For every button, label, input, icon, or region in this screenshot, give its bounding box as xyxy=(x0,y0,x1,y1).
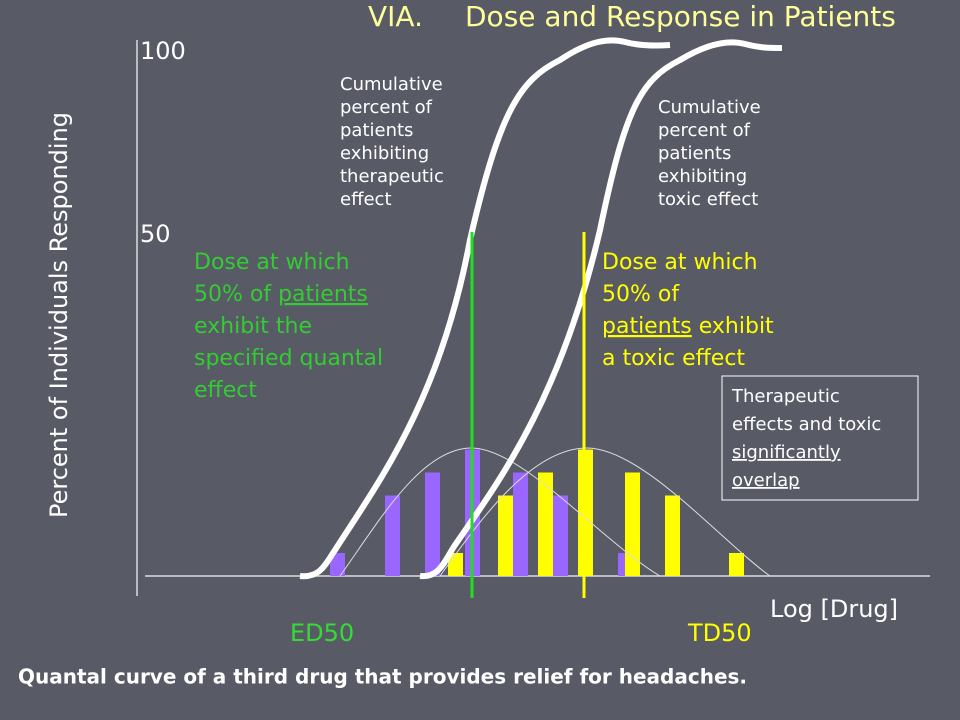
note-text: a toxic effect xyxy=(602,346,745,371)
note-line: significantly xyxy=(732,442,841,463)
bar xyxy=(513,472,528,576)
note-text: patients xyxy=(278,282,368,307)
bar xyxy=(538,472,553,576)
bar xyxy=(498,495,513,576)
note-line: effects and toxic xyxy=(732,414,881,435)
bar xyxy=(448,553,463,576)
note-text: Dose at which xyxy=(194,250,350,275)
note-line: Dose at which xyxy=(602,250,758,275)
note-line: Therapeutic xyxy=(731,386,840,407)
note-line: patients exhibit xyxy=(602,314,774,339)
note-text: effects and toxic xyxy=(732,414,881,435)
toxic-curve xyxy=(419,39,783,580)
note-line: Dose at which xyxy=(194,250,350,275)
y-axis-label: Percent of Individuals Responding xyxy=(45,112,73,518)
x-axis-label: Log [Drug] xyxy=(770,595,898,623)
note-text: specified quantal xyxy=(194,346,383,371)
title: Dose and Response in Patients xyxy=(465,0,896,33)
bar xyxy=(425,472,440,576)
note-line: effect xyxy=(194,378,257,403)
note-line: 50% of patients xyxy=(194,282,368,307)
note-line: percent of xyxy=(340,97,433,118)
note-text: Dose at which xyxy=(602,250,758,275)
note-line: specified quantal xyxy=(194,346,383,371)
note-line: patients xyxy=(340,120,413,141)
note-line: Cumulative xyxy=(658,97,761,118)
note-text: effect xyxy=(194,378,257,403)
y-label: 100 xyxy=(140,37,186,65)
note-text: significantly xyxy=(732,442,841,463)
title-prefix: VIA. xyxy=(368,0,423,33)
note-line: 50% of xyxy=(602,282,680,307)
note-line: exhibiting xyxy=(658,166,747,187)
note-text: overlap xyxy=(732,470,800,491)
note-line: Cumulative xyxy=(340,74,443,95)
note-line: therapeutic xyxy=(340,166,444,187)
histograms xyxy=(330,449,744,576)
caption: Quantal curve of a third drug that provi… xyxy=(18,665,747,689)
note-text: Therapeutic xyxy=(731,386,840,407)
overlap-box xyxy=(721,375,919,501)
y-label: 50 xyxy=(140,220,171,248)
note-line: toxic effect xyxy=(658,189,758,210)
note-line: exhibiting xyxy=(340,143,429,164)
bar xyxy=(553,495,568,576)
note-line: exhibit the xyxy=(194,314,312,339)
note-line: percent of xyxy=(658,120,751,141)
note-line: patients xyxy=(658,143,731,164)
note-text: exhibit xyxy=(692,314,774,339)
bar xyxy=(385,495,400,576)
note-text: 50% of xyxy=(602,282,680,307)
note-text: patients xyxy=(602,314,692,339)
bar xyxy=(330,553,345,576)
note-text: 50% of xyxy=(194,282,278,307)
bar xyxy=(729,553,744,576)
bar xyxy=(625,472,640,576)
td50-label: TD50 xyxy=(687,619,752,647)
bar xyxy=(665,495,680,576)
note-line: overlap xyxy=(732,470,800,491)
therapeutic-distribution xyxy=(339,447,661,577)
note-line: effect xyxy=(340,189,392,210)
note-line: a toxic effect xyxy=(602,346,745,371)
therapeutic-curve xyxy=(299,37,671,580)
ed50-label: ED50 xyxy=(290,619,354,647)
toxic-distribution xyxy=(439,447,771,577)
note-text: exhibit the xyxy=(194,314,312,339)
